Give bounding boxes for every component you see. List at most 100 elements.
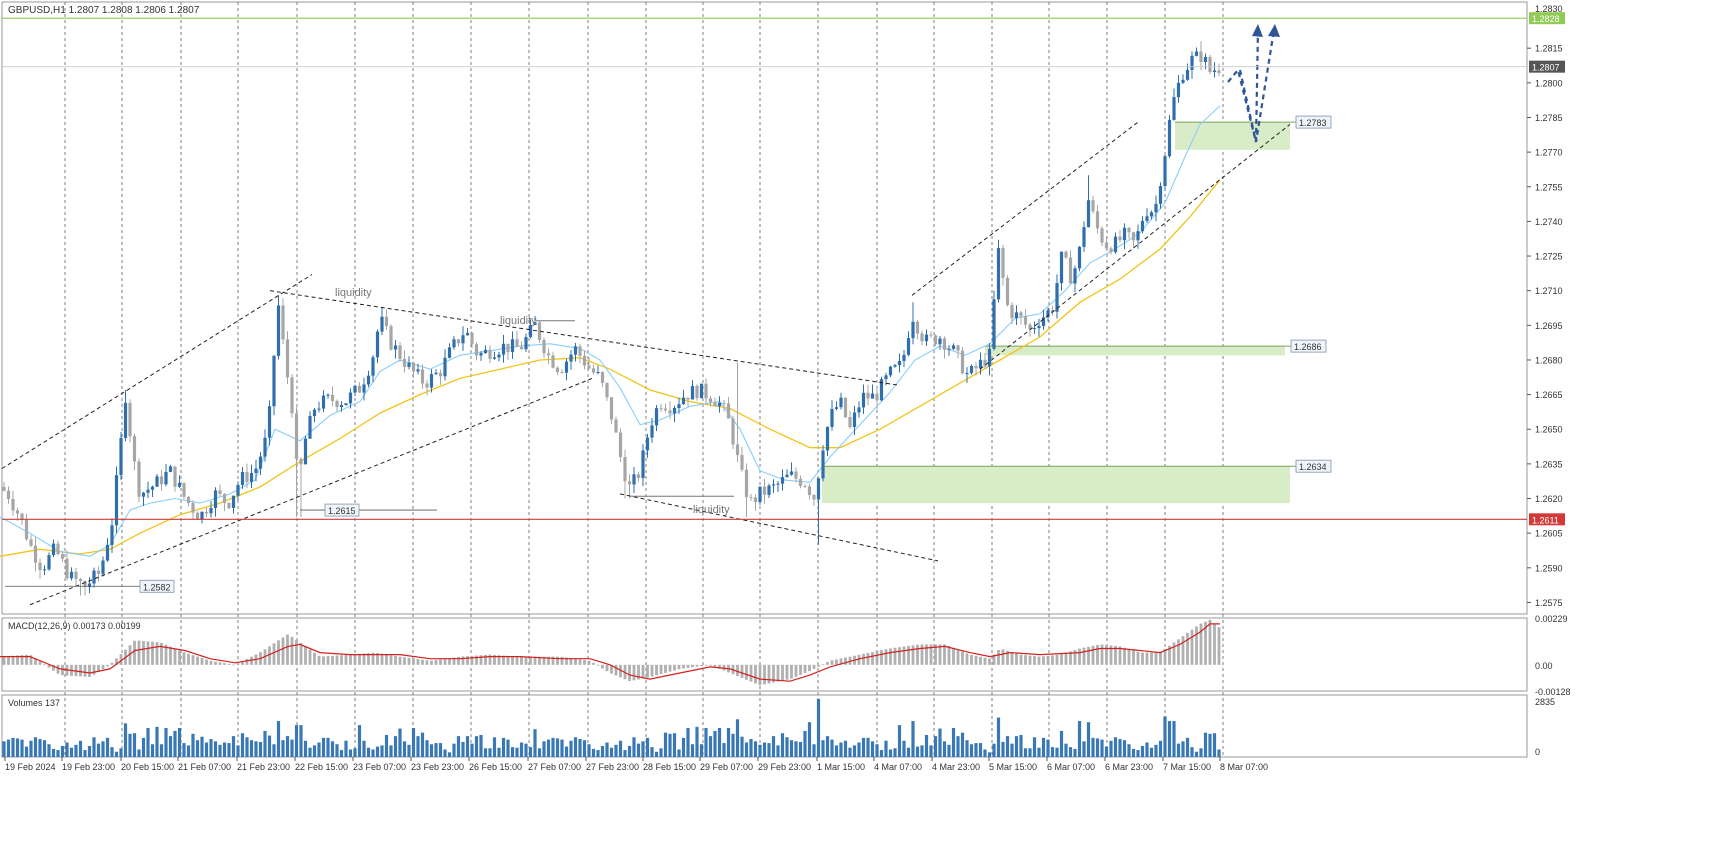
candle-body xyxy=(1100,228,1104,243)
macd-histogram-bar xyxy=(767,664,771,684)
current-level-label: 1.2807 xyxy=(1532,63,1560,73)
volume-bar xyxy=(1068,747,1073,757)
volume-bar xyxy=(362,740,366,757)
candle-body xyxy=(1059,251,1064,284)
macd-histogram-bar xyxy=(497,655,501,665)
volume-bar xyxy=(281,740,285,757)
volume-bar xyxy=(1131,748,1136,757)
volume-bar xyxy=(1059,730,1064,757)
candle-body xyxy=(497,354,501,358)
macd-histogram-bar xyxy=(547,656,550,665)
y-tick-label: 1.2725 xyxy=(1535,252,1563,262)
volume-bar xyxy=(740,736,744,757)
volume-bar xyxy=(218,744,222,757)
macd-histogram-bar xyxy=(1015,653,1018,665)
macd-histogram-bar xyxy=(425,660,429,665)
macd-histogram-bar xyxy=(1181,636,1185,665)
macd-histogram-bar xyxy=(772,664,775,683)
macd-histogram-bar xyxy=(916,644,919,665)
macd-histogram-bar xyxy=(817,664,820,667)
y-tick-label: 1.2590 xyxy=(1535,563,1563,573)
candle-body xyxy=(479,353,483,356)
macd-histogram-bar xyxy=(1145,652,1149,665)
candle-body xyxy=(276,305,281,356)
y-tick-label: 1.2815 xyxy=(1535,44,1563,54)
macd-histogram-bar xyxy=(740,664,744,678)
macd-histogram-bar xyxy=(533,656,537,665)
macd-histogram-bar xyxy=(1109,645,1113,665)
candle-body xyxy=(515,339,519,347)
candle-body xyxy=(321,395,326,409)
candle-body xyxy=(177,483,182,487)
macd-histogram-bar xyxy=(47,664,51,668)
candle-body xyxy=(416,369,420,372)
macd-histogram-bar xyxy=(718,664,721,669)
volume-bar xyxy=(74,744,78,757)
arrowhead xyxy=(1252,24,1263,37)
volume-bar xyxy=(708,736,713,757)
candle-body xyxy=(384,316,389,327)
demand-zone xyxy=(1175,122,1290,150)
macd-histogram-bar xyxy=(947,646,951,665)
macd-title: MACD(12,26,9) 0.00173 0.00199 xyxy=(8,621,141,631)
volume-bar xyxy=(1077,721,1082,757)
volume-bar xyxy=(123,723,128,757)
volume-bar xyxy=(978,743,983,757)
volume-bar xyxy=(731,733,735,757)
drawings: liquidity liquidity liquidity 1.2615 1.2582 xyxy=(1,24,1291,606)
volume-bar xyxy=(767,743,771,757)
zone-price-box xyxy=(1295,459,1332,473)
macd-histogram-bar xyxy=(664,664,667,673)
y-tick-label: 1.2710 xyxy=(1535,286,1563,296)
candle-body xyxy=(506,343,510,352)
candle-body xyxy=(389,326,393,350)
candle-body xyxy=(465,332,470,336)
volume-bar xyxy=(587,744,591,757)
callout-box xyxy=(324,503,360,517)
volume-bar xyxy=(474,736,479,757)
volume-bar xyxy=(1032,737,1037,757)
macd-histogram-bar xyxy=(146,641,150,665)
candle-body xyxy=(1208,56,1212,72)
volume-bar xyxy=(596,750,600,757)
macd-histogram-bar xyxy=(601,664,604,669)
macd-histogram-bar xyxy=(907,645,910,665)
volume-bar xyxy=(1190,747,1194,757)
macd-histogram-bar xyxy=(1204,621,1207,665)
macd-histogram-bar xyxy=(250,656,253,665)
candle-body xyxy=(330,394,335,401)
volume-bar xyxy=(1158,740,1163,757)
macd-tick-label: 0.00 xyxy=(1535,661,1553,671)
zones: 1.2783 1.2686 1.2634 xyxy=(822,115,1332,504)
candle-body xyxy=(609,397,614,420)
volume-bar xyxy=(1127,744,1131,757)
macd-panel: MACD(12,26,9) 0.00173 0.00199 0.00229 0.00… xyxy=(0,614,1571,697)
candle-body xyxy=(1190,55,1194,70)
volume-bar xyxy=(762,742,767,757)
candle-body xyxy=(470,332,474,345)
candle-body xyxy=(137,461,141,497)
volume-tick-label: 2835 xyxy=(1535,697,1555,707)
volume-bar xyxy=(933,736,938,757)
volume-bar xyxy=(389,745,393,757)
macd-histogram-bar xyxy=(475,655,478,665)
candle-body xyxy=(272,355,276,407)
candle-body xyxy=(1014,312,1019,319)
macd-histogram-bar xyxy=(182,652,186,665)
candle-body xyxy=(1019,312,1023,317)
candle-body xyxy=(483,349,488,354)
candle-body xyxy=(717,402,722,407)
candle-body xyxy=(281,305,285,340)
volume-bar xyxy=(384,734,389,757)
macd-histogram-bar xyxy=(151,641,154,665)
candles xyxy=(2,41,1221,596)
macd-histogram-bar xyxy=(335,655,339,665)
volume-bar xyxy=(51,748,56,757)
volume-bar xyxy=(303,740,308,757)
y-tick-label: 1.2695 xyxy=(1535,321,1563,331)
x-tick-label: 19 Feb 2024 xyxy=(5,762,56,772)
volume-bar xyxy=(807,722,812,757)
trend-channel-line xyxy=(29,377,593,606)
macd-histogram-bar xyxy=(16,655,19,665)
